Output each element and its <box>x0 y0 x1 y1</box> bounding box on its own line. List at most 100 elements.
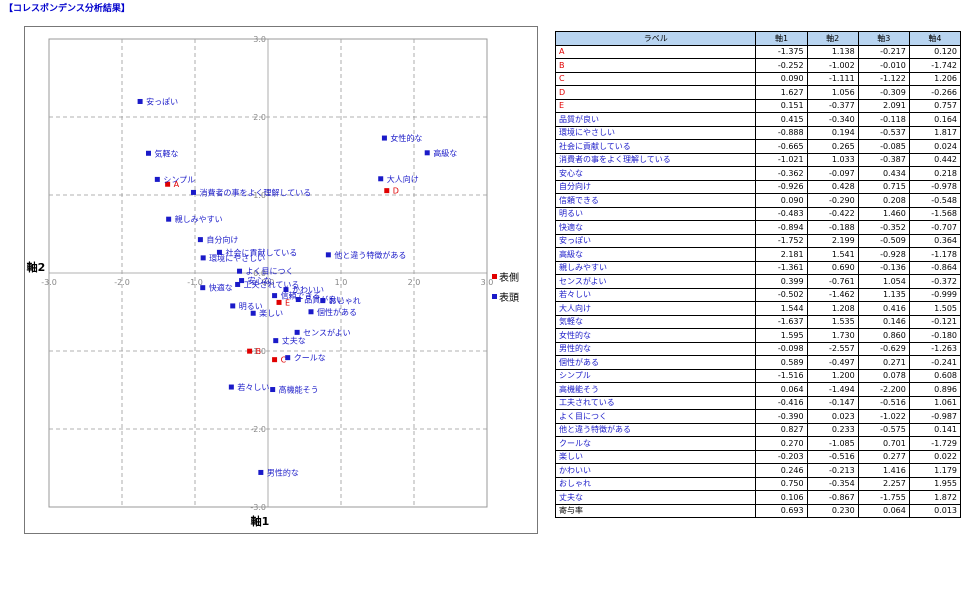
table-cell-value: 1.200 <box>806 368 859 383</box>
table-cell-label: A <box>554 44 757 59</box>
table-cell-value: -0.867 <box>806 490 859 505</box>
table-cell-value: 2.257 <box>857 476 910 491</box>
table-cell-value: 0.090 <box>755 193 808 208</box>
table-cell-value: -0.761 <box>806 274 859 289</box>
y-axis-label: 軸2 <box>27 260 46 274</box>
table-row: 快適な -0.894 -0.188 -0.352 -0.707 <box>554 220 962 235</box>
chart-svg: -3.0 -2.0 -1.0 0.0 1.0 2.0 3.0 3.0 2.0 1.0 0.0 -1.0… <box>27 35 494 528</box>
table-cell-value: -0.548 <box>908 193 962 208</box>
table-cell-value: -1.568 <box>908 206 962 221</box>
column-point-marker <box>228 384 234 390</box>
column-point-marker <box>295 297 301 303</box>
column-point-label: 消費者の事をよく理解している <box>199 187 311 197</box>
column-point-marker <box>197 237 203 243</box>
table-cell-value: 0.415 <box>755 112 808 127</box>
table-cell-label: 親しみやすい <box>554 260 757 275</box>
table-cell-value: -0.888 <box>755 125 808 140</box>
column-point-label: シンプル <box>163 175 195 184</box>
table-cell-value: -0.864 <box>908 260 962 275</box>
column-point-label: 明るい <box>239 302 263 311</box>
table-cell-value: 0.078 <box>857 368 910 383</box>
table-cell-label: センスがよい <box>554 274 757 289</box>
column-point-label: 大人向け <box>387 174 419 184</box>
column-point-marker <box>239 278 245 284</box>
table-cell-value: -0.362 <box>755 166 808 181</box>
table-row: かわいい 0.246 -0.213 1.416 1.179 <box>554 463 962 478</box>
table-cell-value: 1.541 <box>806 247 859 262</box>
row-point-marker <box>272 357 278 363</box>
page-title: 【コレスポンデンス分析結果】 <box>4 4 130 14</box>
table-row: 環境にやさしい -0.888 0.194 -0.537 1.817 <box>554 125 962 140</box>
column-point-marker <box>258 469 264 475</box>
table-cell-value: -0.340 <box>806 112 859 127</box>
column-point-marker <box>285 355 291 361</box>
table-row: 高機能そう 0.064 -1.494 -2.200 0.896 <box>554 382 962 397</box>
table-cell-value: -0.377 <box>806 98 859 113</box>
table-cell-value: 0.164 <box>908 112 962 127</box>
header-axis2: 軸2 <box>806 31 859 46</box>
table-row: 安っぽい -1.752 2.199 -0.509 0.364 <box>554 233 962 248</box>
table-cell-value: -0.147 <box>806 395 859 410</box>
table-row: 大人向け 1.544 1.208 0.416 1.505 <box>554 301 962 316</box>
x-axis-label: 軸1 <box>251 514 270 528</box>
table-row: 楽しい -0.203 -0.516 0.277 0.022 <box>554 449 962 464</box>
column-point-label: かわいい <box>292 286 324 295</box>
table-cell-value: -0.188 <box>806 220 859 235</box>
table-cell-value: 0.693 <box>755 503 808 518</box>
row-point-label: B <box>256 347 262 356</box>
point-layer: ABCDE品質が良い環境にやさしい社会に貢献している消費者の事をよく理解している… <box>137 96 457 477</box>
table-cell-value: -0.629 <box>857 341 910 356</box>
table-row: 高級な 2.181 1.541 -0.928 -1.178 <box>554 247 962 262</box>
table-cell-value: -0.999 <box>908 287 962 302</box>
table-cell-value: 0.896 <box>908 382 962 397</box>
legend-label-row: 表側 <box>499 272 519 284</box>
column-point-marker <box>294 329 300 335</box>
table-cell-value: -0.252 <box>755 58 808 73</box>
column-point-label: 親しみやすい <box>175 214 223 224</box>
table-cell-value: -1.752 <box>755 233 808 248</box>
table-cell-value: -1.516 <box>755 368 808 383</box>
legend-swatch-row <box>492 273 497 279</box>
table-cell-value: -1.022 <box>857 409 910 424</box>
row-point-label: E <box>285 298 290 307</box>
table-cell-value: 0.750 <box>755 476 808 491</box>
table-cell-label: 寄与率 <box>554 503 757 518</box>
table-cell-value: 1.872 <box>908 490 962 505</box>
table-cell-value: -1.637 <box>755 314 808 329</box>
x-tick-label: 0.0 <box>262 278 275 287</box>
table-row: 丈夫な 0.106 -0.867 -1.755 1.872 <box>554 490 962 505</box>
table-row: 寄与率 0.693 0.230 0.064 0.013 <box>554 503 962 518</box>
column-point-label: クールな <box>294 354 326 363</box>
column-point-label: 高機能そう <box>279 385 319 395</box>
x-tick-label: -2.0 <box>114 278 130 287</box>
table-cell-label: 個性がある <box>554 355 757 370</box>
column-point-marker <box>190 189 196 195</box>
table-cell-label: 自分向け <box>554 179 757 194</box>
table-cell-label: 丈夫な <box>554 490 757 505</box>
chart-legend: 表側 表頭 <box>492 266 519 306</box>
column-point-marker <box>237 268 243 274</box>
tick-layer: -3.0 -2.0 -1.0 0.0 1.0 2.0 3.0 3.0 2.0 1.0 0.0 -1.0… <box>41 35 493 512</box>
header-label: ラベル <box>554 31 757 46</box>
column-point-marker <box>308 309 314 315</box>
column-point-marker <box>378 176 384 182</box>
column-point-label: よく目につく <box>246 267 294 276</box>
table-cell-value: 1.054 <box>857 274 910 289</box>
header-axis3: 軸3 <box>857 31 910 46</box>
table-cell-value: -1.021 <box>755 152 808 167</box>
table-cell-label: C <box>554 71 757 86</box>
table-cell-value: 1.135 <box>857 287 910 302</box>
column-point-label: 自分向け <box>206 235 238 245</box>
table-cell-value: 1.033 <box>806 152 859 167</box>
column-point-label: 男性的な <box>267 467 299 477</box>
table-cell-label: 気軽な <box>554 314 757 329</box>
table-cell-value: -1.111 <box>806 71 859 86</box>
table-cell-label: 環境にやさしい <box>554 125 757 140</box>
table-cell-value: 1.061 <box>908 395 962 410</box>
column-point-label: 安っぽい <box>146 96 178 106</box>
table-cell-value: 1.535 <box>806 314 859 329</box>
table-row: 信頼できる 0.090 -0.290 0.208 -0.548 <box>554 193 962 208</box>
table-cell-value: 0.701 <box>857 436 910 451</box>
table-cell-value: -0.352 <box>857 220 910 235</box>
table-cell-value: -0.354 <box>806 476 859 491</box>
